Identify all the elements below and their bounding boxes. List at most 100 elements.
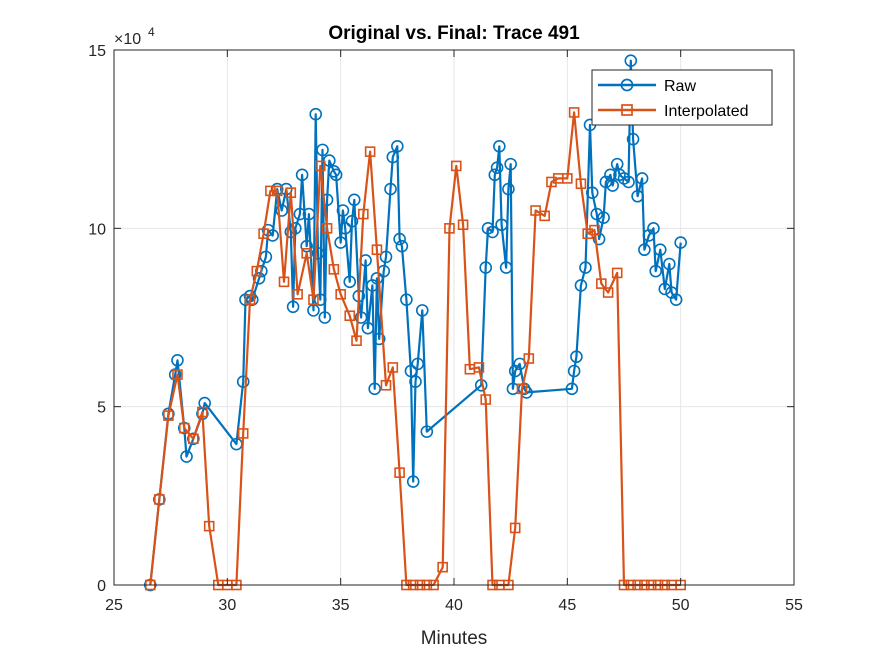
y-exponent-power: 4 [148, 25, 155, 39]
data-point [354, 311, 368, 324]
y-exponent-base: ×10 [114, 31, 141, 48]
data-point [271, 185, 283, 197]
x-tick-label: 50 [672, 597, 690, 614]
data-point [336, 204, 350, 217]
data-point [562, 173, 573, 184]
data-point [344, 310, 356, 322]
data-point [358, 208, 369, 220]
data-point [479, 261, 493, 274]
data-point [611, 267, 623, 279]
series-line-raw [149, 59, 682, 586]
data-point [258, 228, 269, 239]
data-point [486, 225, 499, 239]
series-raw [143, 54, 687, 592]
data-point [188, 433, 199, 445]
data-point [351, 335, 362, 346]
data-point [244, 294, 256, 305]
x-tick-label: 25 [105, 597, 123, 614]
x-tick-label: 45 [558, 597, 576, 614]
data-point [316, 143, 329, 157]
data-point [361, 321, 375, 335]
data-point [313, 293, 327, 306]
data-point [499, 261, 513, 274]
data-point [308, 294, 319, 305]
data-point [589, 224, 600, 236]
data-point [649, 264, 663, 278]
data-point [674, 236, 687, 249]
data-point [338, 222, 352, 235]
data-point [437, 561, 448, 573]
data-point [400, 293, 413, 306]
data-point [622, 175, 635, 189]
data-point [379, 250, 393, 264]
data-point [480, 394, 492, 405]
x-tick-label: 30 [218, 597, 236, 614]
data-point [370, 271, 384, 285]
data-point [585, 186, 599, 199]
x-tick-label: 40 [445, 597, 463, 614]
data-point [582, 228, 594, 239]
data-point [321, 223, 333, 234]
data-point [669, 293, 683, 306]
data-point [203, 520, 215, 532]
data-point [546, 176, 557, 188]
data-point [502, 182, 515, 196]
y-tick-label: 0 [97, 578, 106, 595]
legend-marker-interpolated [621, 104, 633, 116]
data-point [302, 207, 316, 221]
data-point [278, 276, 290, 288]
data-point [289, 222, 302, 235]
x-tick-label: 35 [332, 597, 350, 614]
data-point [393, 232, 406, 246]
y-tick-label: 15 [88, 43, 106, 60]
data-point [371, 244, 383, 256]
data-point [309, 107, 323, 121]
data-point [314, 160, 326, 172]
y-tick-label: 5 [97, 400, 106, 417]
data-point [631, 189, 644, 203]
data-point [568, 107, 580, 118]
legend-entry-raw: Raw [598, 78, 696, 95]
data-point [635, 172, 649, 185]
data-point [570, 350, 583, 364]
axes [113, 49, 795, 586]
data-point [509, 522, 521, 534]
data-point [391, 140, 404, 153]
data-point [198, 396, 211, 410]
data-point [488, 168, 502, 182]
data-point [364, 146, 376, 157]
legend-label-raw: Raw [664, 78, 696, 95]
data-point [444, 223, 455, 234]
data-point [323, 154, 336, 167]
y-exponent-label: ×10 4 [114, 25, 155, 48]
data-point [180, 450, 193, 463]
data-point [513, 357, 527, 371]
data-point [154, 494, 165, 505]
data-point [345, 214, 359, 228]
data-point [347, 193, 361, 207]
data-point [653, 243, 667, 257]
data-point [567, 364, 581, 378]
data-point [368, 382, 381, 396]
data-point [574, 279, 588, 292]
data-point [411, 357, 425, 371]
data-point [197, 406, 208, 418]
chart-title: Original vs. Final: Trace 491 [328, 23, 580, 44]
data-point [530, 205, 541, 216]
data-point [293, 207, 307, 221]
data-point [251, 265, 263, 277]
data-point [658, 282, 672, 296]
data-point [335, 289, 346, 300]
data-point [285, 187, 297, 198]
data-point [380, 379, 392, 391]
data-point [638, 243, 651, 257]
data-point [236, 375, 250, 389]
y-tick-label: 10 [88, 221, 106, 238]
x-axis-title: Minutes [421, 628, 488, 649]
data-point [171, 353, 184, 367]
data-point [265, 185, 276, 197]
data-point [275, 204, 289, 217]
data-point [237, 428, 249, 439]
data-point [320, 193, 334, 207]
data-point [457, 219, 469, 231]
